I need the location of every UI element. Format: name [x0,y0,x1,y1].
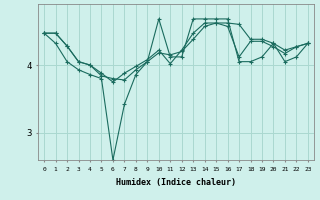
X-axis label: Humidex (Indice chaleur): Humidex (Indice chaleur) [116,178,236,186]
